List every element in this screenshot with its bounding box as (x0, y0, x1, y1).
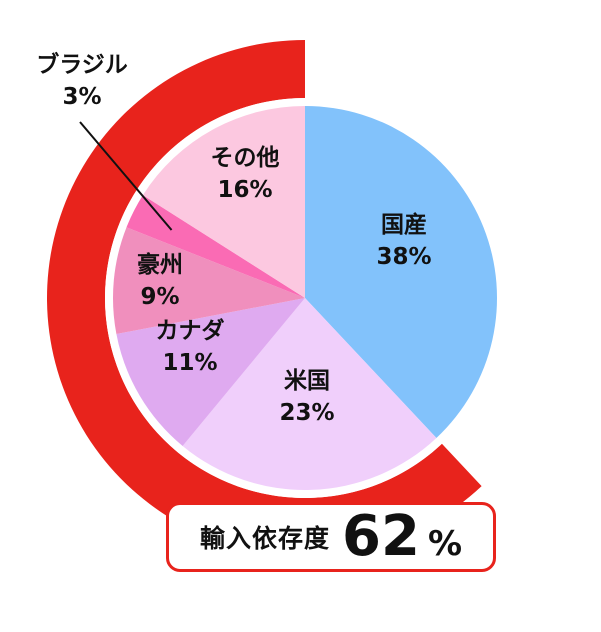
brazil-leader-line (79, 121, 173, 231)
slice-brazil (126, 195, 306, 298)
slice-label-canada: カナダ (156, 317, 225, 344)
slice-value-other: 16% (217, 177, 272, 203)
slice-value-canada: 11% (162, 350, 217, 376)
slice-label-other: その他 (211, 145, 280, 171)
slice-label-brazil: ブラジル (36, 51, 128, 78)
slice-domestic (305, 106, 498, 438)
badge-unit: % (427, 524, 463, 564)
badge-value: 62 (342, 504, 420, 569)
slice-value-australia: 9% (140, 284, 179, 310)
slice-label-australia: 豪州 (137, 251, 183, 278)
slice-usa (182, 298, 437, 491)
slice-value-brazil: 3% (62, 84, 101, 110)
slice-other (142, 106, 305, 298)
import-dependency-badge: 輸入依存度 62 % (166, 502, 496, 572)
slice-label-domestic: 国産 (381, 211, 427, 238)
slice-australia (113, 227, 305, 334)
badge-label: 輸入依存度 (199, 524, 330, 553)
slice-label-usa: 米国 (284, 368, 330, 394)
slice-value-usa: 23% (279, 400, 334, 426)
slice-value-domestic: 38% (376, 244, 431, 270)
slice-canada (116, 298, 305, 446)
